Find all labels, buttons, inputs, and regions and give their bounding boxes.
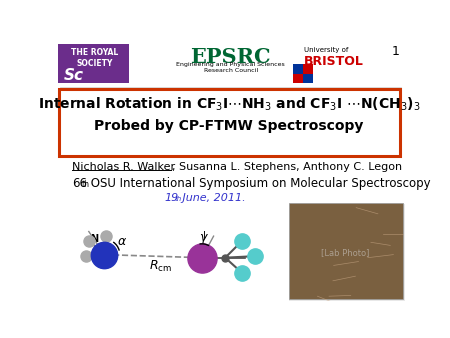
Text: N: N xyxy=(90,234,99,244)
Text: 19: 19 xyxy=(165,193,179,203)
Text: June, 2011.: June, 2011. xyxy=(179,193,245,203)
Text: 1: 1 xyxy=(392,45,400,58)
Text: th: th xyxy=(174,196,181,202)
Bar xyxy=(303,74,313,83)
FancyBboxPatch shape xyxy=(59,89,400,156)
Bar xyxy=(56,204,289,301)
Text: Engineering and Physical Sciences
Research Council: Engineering and Physical Sciences Resear… xyxy=(176,62,285,73)
Text: University of: University of xyxy=(304,47,349,53)
Text: THE ROYAL
SOCIETY: THE ROYAL SOCIETY xyxy=(72,48,119,68)
Text: Probed by CP-FTMW Spectroscopy: Probed by CP-FTMW Spectroscopy xyxy=(94,119,364,133)
Bar xyxy=(56,204,405,301)
FancyBboxPatch shape xyxy=(58,44,129,83)
Text: Sc: Sc xyxy=(64,68,84,82)
Text: th: th xyxy=(82,180,90,189)
Text: 66: 66 xyxy=(72,177,87,190)
Text: [Lab Photo]: [Lab Photo] xyxy=(321,248,369,257)
Bar xyxy=(293,74,303,83)
Text: Internal Rotation in CF$_3$I$\cdots$NH$_3$ and CF$_3$I $\cdots$N(CH$_3$)$_3$: Internal Rotation in CF$_3$I$\cdots$NH$_… xyxy=(38,96,420,114)
Bar xyxy=(303,65,313,74)
Text: $\alpha$: $\alpha$ xyxy=(117,235,127,248)
Text: $\gamma$: $\gamma$ xyxy=(199,232,209,246)
Text: BRISTOL: BRISTOL xyxy=(304,55,364,68)
Text: $R_{\rm cm}$: $R_{\rm cm}$ xyxy=(149,259,172,274)
Bar xyxy=(293,65,303,74)
Text: OSU International Symposium on Molecular Spectroscopy: OSU International Symposium on Molecular… xyxy=(87,177,431,190)
Text: Nicholas R. Walker: Nicholas R. Walker xyxy=(72,162,175,172)
Text: , Susanna L. Stephens, Anthony C. Legon: , Susanna L. Stephens, Anthony C. Legon xyxy=(172,162,403,172)
Text: EPSRC: EPSRC xyxy=(190,47,271,67)
Text: I: I xyxy=(203,231,207,241)
Bar xyxy=(289,203,403,299)
